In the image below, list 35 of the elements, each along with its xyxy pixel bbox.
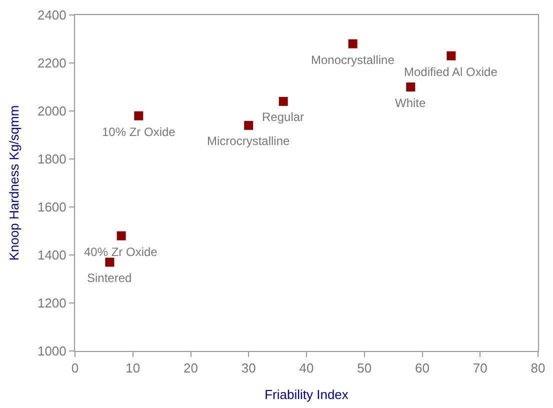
- point: [348, 39, 358, 48]
- x-tick-label: 40: [299, 360, 314, 376]
- point: [105, 258, 114, 267]
- annotation: 40% Zr Oxide: [84, 245, 158, 259]
- y-axis-title: Knoop Hardness Kg/sqmm: [6, 105, 22, 261]
- y-tick-label: 2000: [37, 104, 66, 119]
- point: [446, 51, 456, 60]
- y-tick-label: 2400: [37, 8, 66, 23]
- annotation: Monocrystalline: [311, 53, 395, 67]
- y-tick-label: 1000: [37, 344, 66, 359]
- x-axis-title: Friability Index: [264, 387, 349, 402]
- annotation: Regular: [262, 110, 304, 124]
- point: [406, 82, 416, 92]
- y-tick-label: 1200: [37, 296, 66, 311]
- y-tick-label: 1600: [37, 200, 66, 215]
- annotation: White: [395, 96, 426, 110]
- point: [134, 111, 144, 120]
- y-tick-label: 1400: [37, 248, 66, 263]
- annotation: Sintered: [87, 271, 132, 285]
- x-tick-label: 80: [530, 360, 546, 376]
- point: [116, 231, 126, 240]
- x-tick-label: 70: [472, 360, 488, 376]
- annotation: Modified Al Oxide: [404, 65, 498, 79]
- x-tick-label: 60: [415, 360, 430, 376]
- y-tick-label: 2200: [37, 56, 66, 71]
- x-tick-label: 10: [126, 360, 140, 376]
- point: [244, 120, 254, 130]
- x-tick-label: 20: [184, 360, 198, 376]
- y-tick-label: 1800: [37, 152, 66, 167]
- annotation: Microcrystalline: [207, 134, 290, 148]
- x-tick-label: 50: [357, 360, 372, 376]
- x-tick-label: 0: [71, 360, 79, 376]
- point: [278, 96, 288, 106]
- annotation: 10% Zr Oxide: [102, 125, 176, 139]
- x-tick-label: 30: [241, 360, 256, 376]
